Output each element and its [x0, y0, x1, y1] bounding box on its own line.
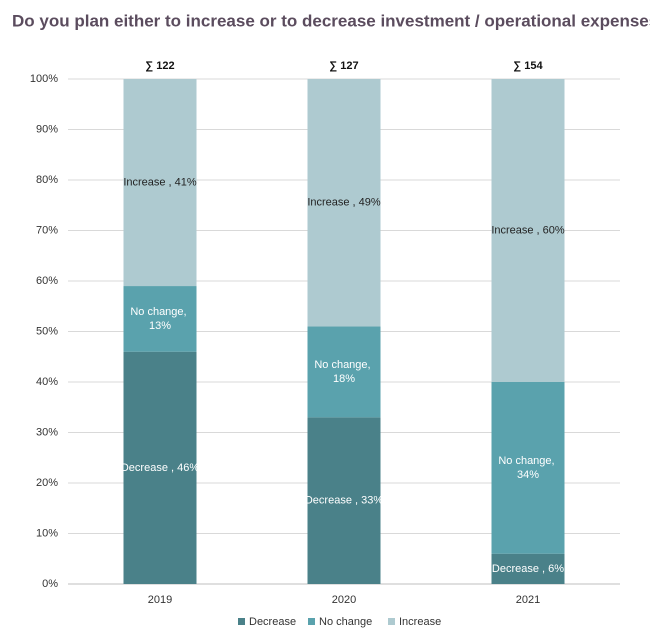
data-label: Decrease , 46% [121, 462, 199, 474]
x-tick-label: 2021 [516, 594, 540, 606]
legend-swatch [308, 618, 315, 625]
data-label: Decrease , 6% [492, 563, 564, 575]
bar-segment [123, 286, 197, 352]
data-label-line: 18% [333, 373, 355, 385]
data-label: No change, 18% [314, 359, 373, 385]
y-tick-label: 80% [36, 174, 58, 186]
y-tick-label: 20% [36, 477, 58, 489]
x-tick-label: 2020 [332, 594, 356, 606]
legend-label: Decrease [249, 616, 296, 628]
annotation: ∑ 122 [145, 60, 174, 72]
data-label: No change, 34% [498, 455, 557, 481]
data-label: Increase , 41% [123, 176, 197, 188]
legend-swatch [238, 618, 245, 625]
data-label-line: 13% [149, 320, 171, 332]
legend-swatch [388, 618, 395, 625]
y-tick-label: 60% [36, 275, 58, 287]
data-label-line: No change, [498, 455, 557, 467]
annotation: ∑ 127 [329, 60, 358, 72]
data-label-line: No change, [130, 306, 189, 318]
bar-segment [307, 417, 381, 584]
y-tick-label: 30% [36, 426, 58, 438]
x-tick-label: 2019 [148, 594, 172, 606]
data-label-line: 34% [517, 469, 539, 481]
data-label: Increase , 60% [491, 224, 565, 236]
data-label: No change, 13% [130, 306, 189, 332]
y-tick-label: 70% [36, 224, 58, 236]
bar-segment [123, 351, 197, 584]
data-label: Increase , 49% [307, 197, 381, 209]
legend-label: Increase [399, 616, 441, 628]
data-label-line: No change, [314, 359, 373, 371]
legend-label: No change [319, 616, 372, 628]
bar-segment [491, 553, 565, 584]
bar-segment [123, 79, 197, 287]
annotation: ∑ 154 [513, 60, 543, 72]
y-tick-label: 10% [36, 527, 58, 539]
y-tick-label: 100% [30, 73, 58, 85]
bar-segment [307, 79, 381, 327]
chart-title: Do you plan either to increase or to dec… [12, 11, 650, 30]
bar-segment [491, 382, 565, 554]
bar-segment [307, 326, 381, 418]
bar-segment [491, 79, 565, 382]
y-tick-label: 90% [36, 123, 58, 135]
y-tick-label: 50% [36, 325, 58, 337]
y-tick-label: 40% [36, 376, 58, 388]
y-tick-label: 0% [42, 578, 58, 590]
data-label: Decrease , 33% [305, 495, 383, 507]
